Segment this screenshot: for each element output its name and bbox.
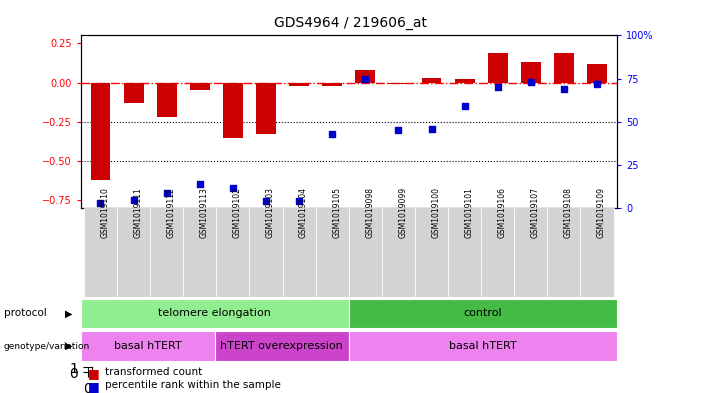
Text: control: control	[463, 309, 502, 318]
Text: basal hTERT: basal hTERT	[114, 341, 182, 351]
Text: GSM1019098: GSM1019098	[365, 187, 374, 238]
Bar	[349, 208, 382, 297]
Text: percentile rank within the sample: percentile rank within the sample	[105, 380, 281, 390]
Bar	[215, 331, 349, 361]
Point	[592, 81, 603, 87]
Bar	[554, 53, 574, 83]
Bar	[81, 299, 349, 328]
Bar	[217, 208, 250, 297]
Text: GSM1019099: GSM1019099	[398, 187, 407, 238]
Bar	[150, 208, 183, 297]
Point	[294, 198, 305, 204]
Bar	[481, 208, 515, 297]
Text: GSM1019113: GSM1019113	[200, 187, 209, 238]
Bar	[415, 208, 448, 297]
Bar	[515, 208, 547, 297]
Bar	[315, 208, 349, 297]
Bar	[290, 83, 309, 86]
Text: GSM1019106: GSM1019106	[498, 187, 507, 238]
Text: ▶: ▶	[65, 341, 72, 351]
Text: genotype/variation: genotype/variation	[4, 342, 90, 351]
Bar	[256, 83, 276, 134]
Text: basal hTERT: basal hTERT	[449, 341, 517, 351]
Point	[525, 79, 536, 85]
Bar	[283, 208, 315, 297]
Text: GSM1019107: GSM1019107	[531, 187, 540, 238]
Text: GSM1019112: GSM1019112	[167, 187, 176, 238]
Bar	[587, 64, 607, 83]
Text: GSM1019105: GSM1019105	[332, 187, 341, 238]
Bar	[81, 331, 215, 361]
Bar	[388, 83, 408, 84]
Bar	[580, 208, 613, 297]
Text: transformed count: transformed count	[105, 367, 203, 377]
Point	[393, 127, 404, 134]
Point	[95, 200, 106, 206]
Bar	[349, 331, 617, 361]
Text: GSM1019111: GSM1019111	[134, 187, 142, 238]
Text: telomere elongation: telomere elongation	[158, 309, 271, 318]
Point	[227, 184, 238, 191]
Text: GSM1019101: GSM1019101	[465, 187, 474, 238]
Bar	[123, 83, 144, 103]
Bar	[84, 208, 117, 297]
Text: GSM1019102: GSM1019102	[233, 187, 242, 238]
Text: GDS4964 / 219606_at: GDS4964 / 219606_at	[274, 16, 427, 30]
Text: GSM1019110: GSM1019110	[100, 187, 109, 238]
Point	[327, 131, 338, 137]
Text: GSM1019109: GSM1019109	[597, 187, 606, 238]
Bar	[90, 83, 111, 180]
Text: protocol: protocol	[4, 309, 46, 318]
Point	[459, 103, 470, 109]
Point	[260, 198, 271, 204]
Text: hTERT overexpression: hTERT overexpression	[220, 341, 343, 351]
Bar	[455, 79, 475, 83]
Bar	[349, 299, 617, 328]
Bar	[223, 83, 243, 138]
Bar	[157, 83, 177, 117]
Point	[558, 86, 569, 92]
Bar	[421, 78, 442, 83]
Bar	[521, 62, 540, 83]
Bar	[547, 208, 580, 297]
Text: ■: ■	[88, 367, 100, 380]
Bar	[355, 70, 375, 83]
Point	[161, 189, 172, 196]
Text: GSM1019104: GSM1019104	[299, 187, 308, 238]
Text: GSM1019108: GSM1019108	[564, 187, 573, 238]
Bar	[250, 208, 283, 297]
Bar	[448, 208, 481, 297]
Point	[492, 84, 503, 90]
Bar	[488, 53, 508, 83]
Bar	[183, 208, 217, 297]
Point	[360, 75, 371, 82]
Bar	[117, 208, 150, 297]
Point	[194, 181, 205, 187]
Point	[128, 196, 139, 203]
Bar	[322, 83, 342, 86]
Text: GSM1019103: GSM1019103	[266, 187, 275, 238]
Text: ■: ■	[88, 380, 100, 393]
Bar	[190, 83, 210, 90]
Text: GSM1019100: GSM1019100	[432, 187, 440, 238]
Bar	[382, 208, 415, 297]
Text: ▶: ▶	[65, 309, 72, 318]
Point	[426, 126, 437, 132]
